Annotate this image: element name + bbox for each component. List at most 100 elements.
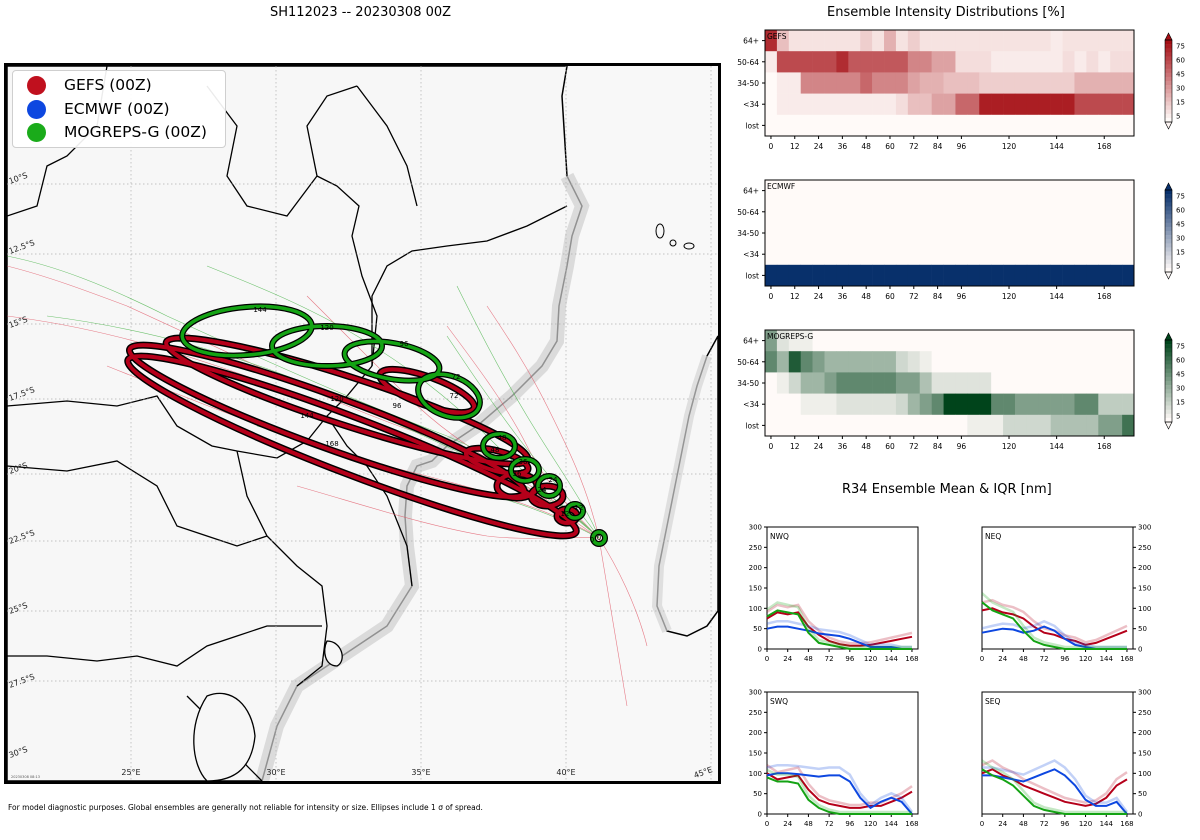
colorbar-label: 75 xyxy=(1176,43,1185,51)
heatmap-cell xyxy=(776,30,790,52)
heatmap-cell xyxy=(1038,264,1051,287)
heatmap-cell xyxy=(848,114,861,137)
heatmap-cell xyxy=(943,51,956,73)
comoros-island xyxy=(655,223,665,239)
r34-x-label: 48 xyxy=(804,820,813,828)
lon-label: 25°E xyxy=(121,768,140,777)
heatmap-cell xyxy=(967,414,980,437)
gefs-tau-label: 0 xyxy=(590,536,594,544)
heatmap-cell xyxy=(1038,51,1051,73)
lon-label: 40°E xyxy=(556,768,575,777)
heatmap-cell xyxy=(1098,330,1111,352)
colorbar-segment xyxy=(1165,81,1172,86)
heatmap-cell xyxy=(1014,180,1028,202)
heatmap-cell xyxy=(907,30,921,52)
heatmap-cell xyxy=(1038,201,1051,223)
heatmap-cell xyxy=(1062,222,1075,244)
heatmap-y-label: lost xyxy=(745,271,759,280)
heatmap-cell xyxy=(1038,330,1051,352)
heatmap-cell xyxy=(1098,30,1111,52)
heatmap-cell xyxy=(895,351,909,373)
heatmap-cell xyxy=(776,264,790,287)
heatmap-cell xyxy=(884,330,897,352)
heatmap-cell xyxy=(1110,414,1123,437)
colorbar-segment xyxy=(1165,105,1172,110)
r34-panel-title: NEQ xyxy=(985,532,1001,541)
colorbar-segment xyxy=(1165,206,1172,211)
heatmap-cell xyxy=(1110,93,1123,116)
heatmap-cell xyxy=(872,180,885,202)
r34-y-label: 200 xyxy=(1138,564,1151,572)
r34-x-label: 24 xyxy=(998,820,1007,828)
heatmap-cell xyxy=(1050,180,1063,202)
colorbar-segment xyxy=(1165,364,1172,369)
heatmap-cell xyxy=(907,264,921,287)
r34-x-label: 120 xyxy=(1079,655,1092,663)
track-map[interactable]: 0 12 24 36 48 72 96 120 144 168 0 12 24 … xyxy=(4,63,721,784)
heatmap-cell xyxy=(991,351,1004,373)
heatmap-cell xyxy=(848,330,861,352)
heatmap-cell xyxy=(895,393,909,416)
r34-series-line xyxy=(766,776,912,815)
colorbar-segment xyxy=(1165,344,1172,349)
heatmap-cell xyxy=(1050,222,1063,244)
heatmap-cell xyxy=(860,93,873,116)
heatmap-cell xyxy=(860,264,873,287)
heatmap-cell xyxy=(860,393,873,416)
heatmap-cell xyxy=(1122,30,1135,52)
heatmap-cell xyxy=(1038,222,1051,244)
heatmap-cell xyxy=(1038,243,1051,266)
r34-series-line xyxy=(766,772,913,809)
heatmap-cell xyxy=(895,201,909,223)
heatmap-cell xyxy=(979,114,992,137)
r34-x-label: 168 xyxy=(905,655,918,663)
heatmap-cell xyxy=(931,372,944,394)
heatmap-cell xyxy=(1110,222,1123,244)
heatmap-cell xyxy=(979,243,992,266)
heatmap-cell xyxy=(1050,114,1063,137)
heatmap-cell xyxy=(765,414,778,437)
heatmap-cell xyxy=(765,372,778,394)
heatmap-cell xyxy=(1074,243,1087,266)
heatmap-cell xyxy=(884,243,897,266)
mogreps-tau-label: 36 xyxy=(519,458,528,466)
heatmap-cell xyxy=(979,51,992,73)
heatmap-cell xyxy=(872,93,885,116)
colorbar-label: 75 xyxy=(1176,193,1185,201)
heatmap-cell xyxy=(991,372,1004,394)
colorbar-segment xyxy=(1165,93,1172,98)
heatmap-cell xyxy=(776,243,790,266)
heatmap-x-label: 72 xyxy=(909,292,919,301)
heatmap-cell xyxy=(860,372,873,394)
heatmap-cell xyxy=(943,201,956,223)
heatmap-cell xyxy=(800,93,813,116)
heatmap-cell xyxy=(800,222,813,244)
heatmap-cell xyxy=(1110,114,1123,137)
heatmap-cell xyxy=(1086,372,1099,394)
heatmap-cell xyxy=(1026,201,1040,223)
r34-x-label: 168 xyxy=(1120,655,1133,663)
heatmap-cell xyxy=(812,201,825,223)
coast-shade xyxy=(255,172,590,781)
heatmap-cell xyxy=(967,30,980,52)
heatmap-cell xyxy=(848,243,861,266)
heatmap-cell xyxy=(1086,180,1099,202)
colorbar-label: 5 xyxy=(1176,263,1180,271)
heatmap-cell xyxy=(1074,180,1087,202)
heatmap-cell xyxy=(1086,72,1099,94)
heatmap-cell xyxy=(1110,243,1123,266)
heatmap-cell xyxy=(1050,393,1063,416)
heatmap-cell xyxy=(991,180,1004,202)
heatmap-cell xyxy=(860,330,873,352)
heatmap-cell xyxy=(1122,414,1135,437)
heatmap-cell xyxy=(1003,93,1016,116)
heatmap-cell xyxy=(919,93,932,116)
heatmap-cell xyxy=(1062,30,1075,52)
colorbar-segment xyxy=(1165,218,1172,224)
heatmap-cell xyxy=(979,93,992,116)
heatmap-cell xyxy=(919,180,932,202)
r34-iqr-band xyxy=(766,768,912,814)
heatmap-cell xyxy=(884,72,897,94)
colorbar-segment xyxy=(1165,48,1172,53)
colorbar-segment xyxy=(1165,109,1172,115)
